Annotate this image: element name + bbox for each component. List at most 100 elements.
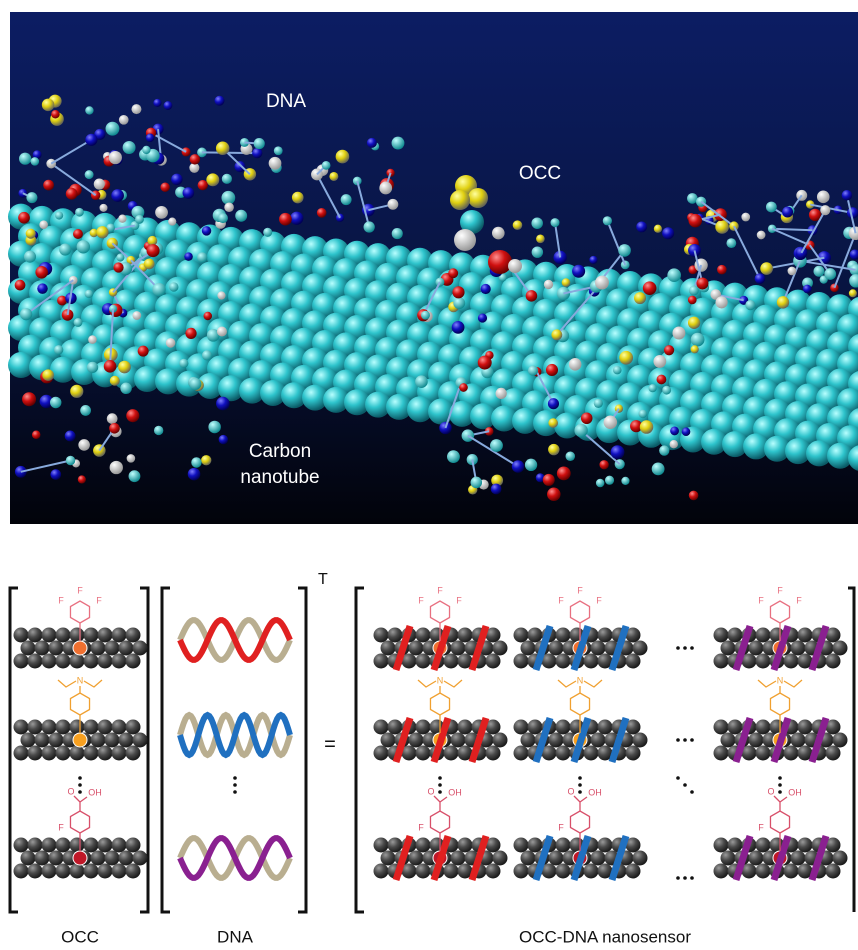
- tube-atom: [584, 654, 599, 669]
- tube-atom: [119, 851, 134, 866]
- atom: [643, 281, 657, 295]
- occ-site: [73, 733, 87, 747]
- tube-atom: [84, 864, 99, 879]
- tube-atom: [381, 733, 396, 748]
- atom: [109, 423, 120, 434]
- tube-atom: [374, 628, 389, 643]
- tube-atom: [549, 733, 564, 748]
- tube-atom: [556, 720, 571, 735]
- atom: [51, 110, 59, 118]
- atom: [77, 240, 90, 253]
- tube-atom: [112, 838, 127, 853]
- occ-tile: FFF: [714, 585, 848, 670]
- tube-atom: [416, 838, 431, 853]
- tube-atom: [91, 733, 106, 748]
- tube-atom: [721, 641, 736, 656]
- tube-atom: [458, 720, 473, 735]
- atom: [619, 351, 633, 365]
- atom: [274, 146, 283, 155]
- atom: [760, 262, 773, 275]
- atom: [190, 154, 200, 164]
- atom: [147, 244, 160, 257]
- ellipsis-dot: [683, 646, 687, 650]
- tube-atom: [409, 851, 424, 866]
- atom: [164, 101, 173, 110]
- tube-atom: [119, 733, 134, 748]
- atom: [54, 345, 63, 354]
- tube-atom: [714, 864, 729, 879]
- atom: [73, 229, 83, 239]
- atom: [640, 420, 654, 434]
- tube-atom: [591, 851, 606, 866]
- atom: [65, 431, 76, 442]
- ellipsis-dot: [690, 738, 694, 742]
- atom: [155, 206, 168, 219]
- tube-atom: [133, 851, 148, 866]
- tube-atom: [98, 838, 113, 853]
- atom: [184, 252, 193, 261]
- tube-atom: [591, 641, 606, 656]
- tube-atom: [21, 733, 36, 748]
- atom: [96, 226, 108, 238]
- tube-atom: [756, 864, 771, 879]
- ring: [430, 811, 449, 833]
- tube-atom: [514, 864, 529, 879]
- atom-label: N: [437, 675, 444, 685]
- atom: [123, 141, 136, 154]
- tube-atom: [591, 733, 606, 748]
- atom: [191, 457, 201, 467]
- atom: [525, 459, 537, 471]
- atom: [189, 378, 201, 390]
- atom: [639, 410, 648, 419]
- atom: [78, 439, 90, 451]
- atom: [317, 208, 327, 218]
- atom: [197, 252, 207, 262]
- atom: [691, 333, 705, 347]
- atom: [50, 469, 61, 480]
- tube-atom: [374, 720, 389, 735]
- ring: [570, 811, 589, 833]
- tube-atom: [493, 641, 508, 656]
- atom: [696, 277, 708, 289]
- atom: [788, 267, 797, 276]
- tube-atom: [21, 641, 36, 656]
- tube-atom: [42, 720, 57, 735]
- tube-atom: [514, 746, 529, 761]
- tube-atom: [56, 838, 71, 853]
- tube-atom: [626, 654, 641, 669]
- tube-atom: [56, 654, 71, 669]
- atom-label: O: [427, 786, 434, 796]
- atom: [42, 99, 54, 111]
- tube-atom: [798, 720, 813, 735]
- atom: [166, 338, 176, 348]
- occ-tile: FFF: [374, 585, 508, 670]
- tube-atom: [451, 851, 466, 866]
- atom: [116, 254, 124, 262]
- atom: [198, 180, 208, 190]
- tube-atom: [444, 864, 459, 879]
- atom: [111, 189, 124, 202]
- atom-label: F: [456, 595, 462, 605]
- atom: [662, 386, 671, 395]
- tube-atom: [56, 746, 71, 761]
- atom: [512, 460, 524, 472]
- label-occ: OCC: [519, 163, 561, 184]
- tube-atom: [728, 720, 743, 735]
- atom: [757, 231, 766, 240]
- atom: [132, 311, 141, 320]
- ellipsis-dot: [676, 776, 680, 780]
- ring: [70, 693, 89, 715]
- tube-atom: [28, 628, 43, 643]
- ellipsis-dot: [676, 646, 680, 650]
- tube-atom: [49, 641, 64, 656]
- tube-atom: [444, 654, 459, 669]
- tube-atom: [749, 851, 764, 866]
- tube-atom: [409, 733, 424, 748]
- atom: [118, 361, 131, 374]
- tube-atom: [714, 746, 729, 761]
- tube-atom: [833, 851, 848, 866]
- occ-site: [73, 851, 87, 865]
- atom: [144, 259, 155, 270]
- bracket: [356, 588, 364, 912]
- tube-atom: [528, 838, 543, 853]
